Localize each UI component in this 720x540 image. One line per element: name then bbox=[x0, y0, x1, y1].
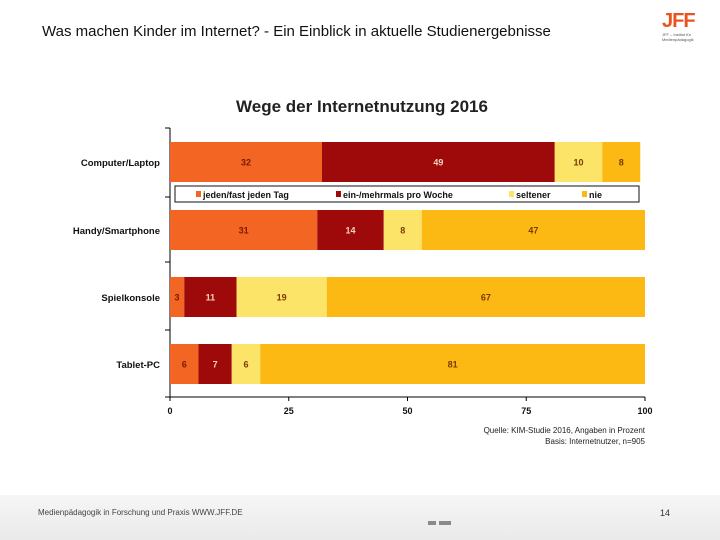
bar-segment bbox=[198, 344, 232, 384]
legend-label: seltener bbox=[516, 190, 551, 200]
legend-box bbox=[174, 185, 640, 203]
bar-segment bbox=[602, 142, 641, 182]
category-label: Tablet-PC bbox=[116, 360, 160, 371]
bar-segment bbox=[383, 210, 422, 250]
bar-segment bbox=[184, 277, 237, 317]
bar-segment bbox=[421, 210, 645, 250]
x-tick-label: 50 bbox=[402, 406, 412, 416]
bar-segment bbox=[170, 210, 318, 250]
chart-body: Computer/Laptop Handy/Smartphone Spielkons… bbox=[73, 127, 653, 446]
bar-segment bbox=[317, 210, 384, 250]
category-label: Computer/Laptop bbox=[81, 158, 160, 169]
logo-tagline: JFF – Institut für Medienpädagogik bbox=[662, 32, 694, 42]
data-label: 8 bbox=[400, 226, 405, 236]
legend-swatch bbox=[196, 191, 201, 197]
bar-segment bbox=[170, 142, 322, 182]
logo-mark: JFF bbox=[662, 10, 696, 32]
chart-title: Wege der Internetnutzung 2016 bbox=[236, 97, 488, 116]
page-number: 14 bbox=[660, 508, 671, 518]
jff-logo: JFF JFF – Institut für Medienpädagogik bbox=[662, 10, 708, 52]
data-label: 3 bbox=[174, 293, 179, 303]
x-tick-label: 0 bbox=[167, 406, 172, 416]
data-label: 8 bbox=[619, 158, 624, 168]
data-label: 19 bbox=[277, 293, 287, 303]
slide-title: Was machen Kinder im Internet? - Ein Ein… bbox=[42, 23, 551, 40]
data-label: 47 bbox=[528, 226, 538, 236]
bar-segment bbox=[260, 344, 645, 384]
legend-swatch bbox=[509, 191, 514, 197]
bar-segment bbox=[236, 277, 327, 317]
bar-segment bbox=[554, 142, 603, 182]
category-label: Spielkonsole bbox=[101, 293, 160, 304]
x-tick-label: 25 bbox=[284, 406, 294, 416]
legend-swatch bbox=[582, 191, 587, 197]
data-label: 6 bbox=[182, 360, 187, 370]
footer-text: Medienpädagogik in Forschung und Praxis … bbox=[38, 508, 243, 517]
legend-label: nie bbox=[589, 190, 602, 200]
data-label: 11 bbox=[206, 293, 216, 303]
source-base: Basis: Internetnutzer, n=905 bbox=[545, 437, 645, 446]
data-label: 49 bbox=[433, 158, 443, 168]
bar-segment bbox=[326, 277, 645, 317]
data-label: 67 bbox=[481, 293, 491, 303]
category-label: Handy/Smartphone bbox=[73, 226, 160, 237]
x-tick-label: 100 bbox=[637, 406, 652, 416]
footer-decoration bbox=[428, 512, 456, 525]
bar-segment bbox=[170, 277, 185, 317]
source-note: Quelle: KIM-Studie 2016, Angaben in Proz… bbox=[484, 426, 646, 435]
data-label: 14 bbox=[345, 226, 355, 236]
legend-label: ein-/mehrmals pro Woche bbox=[343, 190, 453, 200]
data-label: 81 bbox=[448, 360, 458, 370]
data-label: 10 bbox=[573, 158, 583, 168]
legend-swatch bbox=[336, 191, 341, 197]
data-label: 7 bbox=[213, 360, 218, 370]
legend-label: jeden/fast jeden Tag bbox=[202, 190, 289, 200]
footer: Medienpädagogik in Forschung und Praxis … bbox=[0, 495, 720, 540]
bar-segment bbox=[170, 344, 199, 384]
bar-segment bbox=[231, 344, 261, 384]
data-label: 31 bbox=[239, 226, 249, 236]
data-label: 32 bbox=[241, 158, 251, 168]
data-label: 6 bbox=[243, 360, 248, 370]
x-tick-label: 75 bbox=[521, 406, 531, 416]
bar-segment bbox=[322, 142, 555, 182]
